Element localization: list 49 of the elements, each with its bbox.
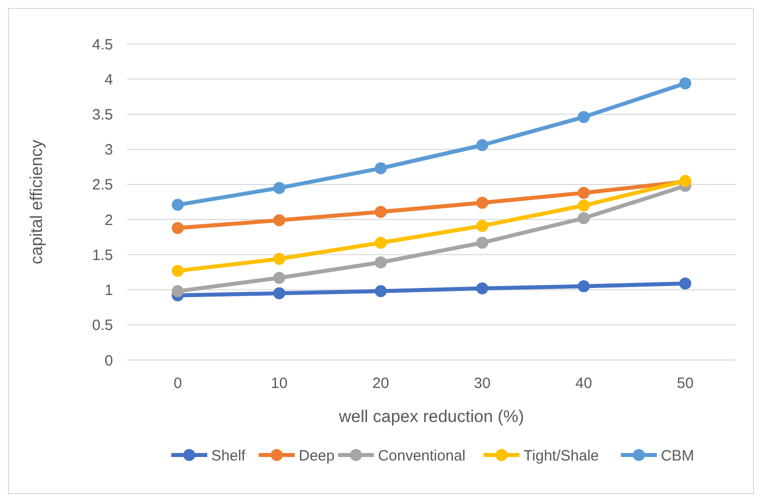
point: [374, 206, 387, 218]
y-tick-label: 1.5: [92, 246, 113, 264]
legend-label: Conventional: [378, 447, 466, 464]
x-tick-label: 30: [474, 375, 491, 392]
point: [679, 77, 692, 90]
x-tick-label: 10: [270, 375, 288, 392]
x-tick-label: 50: [676, 375, 694, 392]
point: [374, 285, 387, 298]
x-tick-label: 0: [174, 375, 182, 392]
point: [374, 256, 387, 268]
y-tick-label: 3: [104, 142, 113, 159]
point: [273, 252, 286, 265]
point: [273, 214, 286, 226]
legend-label: Deep: [298, 447, 335, 464]
y-tick-label: 0.5: [92, 317, 113, 334]
legend-label: Shelf: [211, 447, 246, 464]
x-tick-label: 40: [575, 375, 592, 392]
y-tick-label: 4: [104, 71, 113, 88]
y-tick-label: 3.5: [92, 106, 113, 124]
legend-label: CBM: [660, 447, 694, 464]
y-tick-label: 0: [104, 352, 113, 370]
point: [679, 277, 692, 290]
y-axis-title: capital efficiency: [27, 139, 46, 264]
y-tick-label: 4.5: [92, 36, 113, 54]
point: [172, 264, 184, 277]
point: [273, 272, 286, 284]
point: [476, 236, 488, 249]
y-tick-label: 1: [104, 282, 113, 300]
point: [578, 111, 590, 124]
x-axis-title: well capex reduction (%): [338, 407, 524, 426]
point: [476, 282, 488, 294]
point: [578, 212, 590, 224]
point: [578, 186, 590, 199]
point: [476, 220, 488, 232]
point: [273, 182, 286, 194]
y-tick-label: 2: [104, 212, 113, 229]
point: [273, 287, 286, 300]
point: [578, 280, 590, 292]
point: [578, 200, 590, 212]
point: [172, 285, 184, 298]
legend-label: Tight/Shale: [524, 447, 599, 464]
point: [476, 139, 488, 152]
y-tick-label: 2.5: [92, 176, 113, 194]
point: [374, 236, 387, 249]
point: [476, 196, 488, 209]
point: [172, 198, 184, 211]
point: [374, 162, 387, 174]
point: [172, 222, 184, 234]
x-tick-label: 20: [372, 375, 390, 392]
